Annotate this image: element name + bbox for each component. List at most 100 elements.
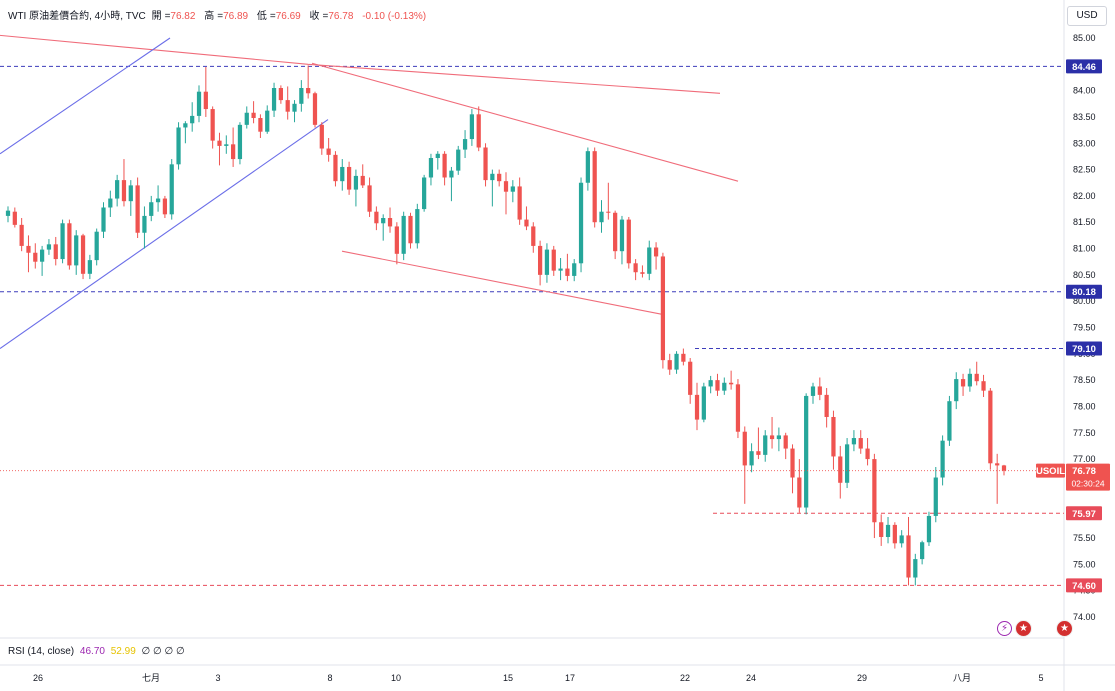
- candle-body: [210, 109, 215, 141]
- candle-body: [360, 175, 365, 186]
- candle-body: [271, 88, 277, 111]
- rsi-value-2: 52.99: [110, 646, 136, 657]
- x-tick-label: 八月: [953, 673, 971, 683]
- candle-body: [299, 88, 304, 104]
- candle-body: [565, 268, 570, 276]
- y-tick-label: 77.00: [1073, 454, 1096, 464]
- trendline-1: [311, 62, 739, 182]
- price-tag-box: [1066, 59, 1102, 74]
- candle-body: [906, 535, 911, 578]
- candle-body: [626, 219, 631, 264]
- candle-body: [824, 394, 829, 417]
- candle-body: [872, 459, 877, 523]
- us-flag-icon[interactable]: ★: [1015, 620, 1032, 637]
- candle-body: [879, 522, 884, 537]
- rsi-label[interactable]: RSI (14, close): [8, 646, 75, 657]
- price-tag-text: 79.10: [1072, 344, 1096, 355]
- candle-body: [53, 244, 58, 260]
- last-price-box: [1066, 463, 1110, 491]
- price-tag-text: 75.97: [1072, 509, 1096, 520]
- open-label: 開: [151, 11, 162, 22]
- candle-body: [292, 103, 297, 112]
- candle-body: [960, 379, 966, 387]
- candle-body: [121, 180, 127, 202]
- candle-body: [476, 114, 481, 148]
- x-tick-label: 22: [680, 673, 690, 683]
- low-label: 低: [256, 11, 267, 22]
- close-label: 收: [309, 11, 320, 22]
- candle-body: [169, 164, 174, 215]
- us-flag-icon-2[interactable]: ★: [1056, 620, 1073, 637]
- candle-body: [660, 256, 666, 361]
- candle-body: [442, 153, 447, 178]
- candle-body: [769, 435, 775, 440]
- candle-body: [838, 456, 843, 483]
- candle-body: [497, 173, 502, 182]
- candle-body: [278, 88, 283, 101]
- candle-body: [804, 395, 809, 508]
- candle-body: [67, 223, 72, 266]
- candle-body: [797, 477, 802, 508]
- candle-body: [729, 382, 734, 385]
- y-tick-label: 81.00: [1073, 244, 1096, 254]
- candle-body: [217, 140, 222, 146]
- candle-body: [135, 185, 140, 233]
- candle-body: [74, 235, 79, 266]
- candle-body: [46, 244, 52, 250]
- candle-body: [374, 211, 379, 224]
- candle-body: [749, 451, 754, 466]
- x-tick-label: 8: [327, 673, 332, 683]
- candle-body: [483, 147, 488, 181]
- candle-body: [415, 209, 420, 244]
- candle-body: [333, 154, 338, 182]
- candle-body: [831, 416, 836, 457]
- candle-body: [776, 435, 781, 440]
- candle-body: [674, 353, 679, 370]
- y-tick-label: 85.00: [1073, 33, 1096, 43]
- candle-body: [87, 260, 92, 274]
- candle-body: [544, 249, 550, 275]
- y-tick-label: 80.00: [1073, 296, 1096, 306]
- candle-body: [613, 212, 618, 252]
- candle-body: [537, 245, 543, 275]
- candle-body: [19, 224, 24, 246]
- legend-symbol[interactable]: WTI 原油差價合約, 4小時, TVC: [8, 11, 146, 22]
- trendline-0: [0, 34, 721, 94]
- candle-body: [933, 477, 938, 516]
- candle-body: [585, 151, 590, 183]
- countdown-text: 02:30:24: [1071, 479, 1104, 489]
- last-price-text: 76.78: [1072, 466, 1096, 477]
- candle-body: [490, 173, 495, 181]
- symbol-tag-box: [1036, 463, 1065, 478]
- high-label: 高: [204, 11, 215, 22]
- currency-selector[interactable]: USD: [1067, 6, 1107, 26]
- candle-body: [913, 559, 918, 578]
- candle-body: [578, 182, 584, 264]
- y-tick-label: 78.00: [1073, 401, 1096, 411]
- candle-body: [735, 384, 741, 432]
- candle-body: [176, 127, 181, 165]
- y-tick-label: 80.50: [1073, 270, 1096, 280]
- x-tick-label: 29: [857, 673, 867, 683]
- candle-body: [606, 211, 611, 213]
- lightning-icon[interactable]: ⚡: [997, 621, 1012, 636]
- candle-body: [162, 198, 168, 215]
- candle-body: [101, 207, 106, 232]
- y-tick-label: 84.00: [1073, 86, 1096, 96]
- candle-body: [469, 114, 475, 140]
- candle-body: [694, 394, 700, 420]
- candle-body: [26, 245, 31, 253]
- trendline-2: [341, 250, 663, 315]
- candle-body: [306, 88, 311, 94]
- candle-body: [640, 272, 645, 274]
- symbol-tag-text: USOIL: [1036, 466, 1065, 477]
- price-tag-box: [1066, 506, 1102, 521]
- candle-body: [531, 226, 536, 246]
- candle-body: [265, 110, 270, 132]
- candle-body: [394, 226, 399, 254]
- candle-body: [353, 175, 359, 190]
- close-value: 76.78: [328, 11, 354, 22]
- price-tag-text: 84.46: [1072, 62, 1096, 73]
- candle-body: [790, 448, 795, 478]
